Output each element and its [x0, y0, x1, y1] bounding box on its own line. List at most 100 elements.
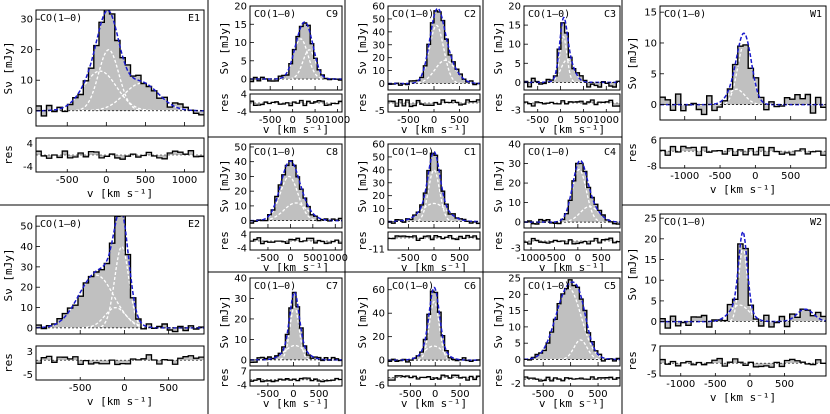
- residual-area: [524, 237, 620, 245]
- plot-area: [660, 229, 826, 329]
- y-axis-label: Sν [mJy]: [356, 22, 369, 75]
- x-tick-label: 0: [557, 115, 563, 126]
- y-tick-label: 10: [372, 204, 385, 215]
- x-tick-label: 500: [306, 115, 325, 126]
- spectrum-panel-c3: -500 0 500 1000 0 5 10 15 20 -3 CO(1–0) C3 v [km s⁻¹…: [492, 2, 621, 136]
- y-tick-label: 20: [644, 234, 657, 245]
- x-axis-label: v [km s⁻¹]: [263, 397, 329, 410]
- panel-label: C7: [326, 281, 338, 292]
- x-tick-label: 1000: [325, 115, 350, 126]
- x-tick-label: 500: [303, 253, 322, 264]
- total-fit: [388, 7, 480, 85]
- y-tick-label: 20: [372, 332, 385, 343]
- x-tick-label: 500: [781, 171, 800, 182]
- y-tick-label: 40: [508, 140, 521, 151]
- x-tick-label: 500: [309, 389, 328, 400]
- plot-area: [250, 160, 342, 224]
- x-tick-label: 0: [290, 389, 296, 400]
- panel-title: CO(1–0): [254, 147, 296, 158]
- total-fit: [36, 10, 204, 112]
- residual-area: [524, 376, 620, 382]
- flux-fill: [388, 10, 480, 86]
- residual-area: [250, 237, 342, 245]
- y-tick-label: 30: [372, 178, 385, 189]
- residual-histogram: [250, 99, 342, 107]
- plot-area: [36, 10, 204, 117]
- y-tick-label: 50: [234, 142, 247, 153]
- residual-histogram: [388, 98, 480, 108]
- panel-title: CO(1–0): [392, 281, 434, 292]
- y-axis-label: Sν [mJy]: [2, 42, 15, 95]
- x-tick-label: -500: [257, 253, 280, 264]
- panel-title: CO(1–0): [392, 9, 434, 20]
- y-tick-label: 30: [508, 159, 521, 170]
- res-tick-label: 7: [651, 344, 657, 355]
- total-fit: [660, 229, 826, 323]
- y-tick-label: 30: [234, 172, 247, 183]
- y-tick-label: 10: [234, 38, 247, 49]
- y-tick-label: 20: [508, 290, 521, 301]
- x-axis-label: v [km s⁻¹]: [87, 187, 153, 200]
- y-axis-label: Sν [mJy]: [2, 249, 15, 302]
- residual-area: [388, 98, 480, 108]
- total-fit: [524, 281, 620, 361]
- panel-title: CO(1–0): [40, 13, 82, 24]
- y-tick-label: 20: [234, 314, 247, 325]
- y-tick-label: 40: [372, 27, 385, 38]
- flux-histogram: [660, 243, 826, 329]
- x-axis-label: v [km s⁻¹]: [539, 123, 605, 136]
- panel-title: CO(1–0): [664, 217, 706, 228]
- panel-label: C8: [326, 147, 338, 158]
- res-tick-label: -11: [369, 245, 385, 256]
- res-tick-label: -2: [511, 379, 521, 390]
- y-tick-label: 0: [379, 217, 385, 228]
- x-tick-label: 1000: [323, 253, 348, 264]
- x-axis-label: v [km s⁻¹]: [263, 261, 329, 274]
- plot-area: [524, 279, 620, 362]
- x-axis-label: v [km s⁻¹]: [710, 391, 776, 404]
- panel-title: CO(1–0): [528, 281, 570, 292]
- plot-frame: [249, 277, 343, 367]
- y-tick-label: 0: [379, 356, 385, 367]
- x-axis-label: v [km s⁻¹]: [539, 261, 605, 274]
- y-axis-label: Sν [mJy]: [626, 37, 639, 90]
- residual-histogram: [388, 234, 480, 242]
- res-tick-label: -8: [647, 162, 657, 173]
- panel-title: CO(1–0): [528, 147, 570, 158]
- y-tick-label: 10: [234, 201, 247, 212]
- spectrum-panel-e1: -500 0 500 1000 0 10 20 30 -4 4 CO(1–0) E1 v [km s⁻¹…: [2, 9, 205, 200]
- y-tick-label: 0: [27, 106, 33, 117]
- plot-area: [660, 32, 826, 116]
- y-tick-label: 10: [508, 322, 521, 333]
- y-axis-label: Sν [mJy]: [218, 160, 231, 213]
- panel-label: C1: [464, 147, 476, 158]
- y-tick-label: 30: [234, 294, 247, 305]
- residual-area: [660, 357, 826, 368]
- y-tick-label: 50: [20, 222, 33, 233]
- residual-histogram: [524, 376, 620, 382]
- y-tick-label: 0: [379, 79, 385, 90]
- res-tick-label: -6: [375, 380, 385, 391]
- panel-title: CO(1–0): [254, 281, 296, 292]
- residual-axis-label: res: [492, 231, 505, 251]
- panel-title: CO(1–0): [392, 147, 434, 158]
- x-tick-label: -500: [397, 253, 420, 264]
- component-2: [36, 70, 204, 112]
- residual-area: [36, 354, 204, 366]
- flux-fill: [524, 279, 620, 361]
- residual-axis-label: res: [626, 143, 639, 163]
- plot-frame: [387, 277, 481, 367]
- flux-fill: [250, 22, 342, 82]
- panel-label: C6: [464, 281, 476, 292]
- res-tick-label: 4: [241, 90, 247, 101]
- residual-area: [36, 150, 204, 160]
- res-tick-label: -4: [237, 244, 247, 255]
- flux-fill: [524, 22, 620, 88]
- residual-area: [388, 234, 480, 242]
- y-tick-label: 20: [508, 2, 521, 13]
- plot-frame: [523, 277, 621, 367]
- flux-fill: [388, 291, 480, 362]
- residual-histogram: [36, 150, 204, 160]
- res-tick-label: 4: [241, 229, 247, 240]
- res-tick-label: 7: [241, 367, 247, 378]
